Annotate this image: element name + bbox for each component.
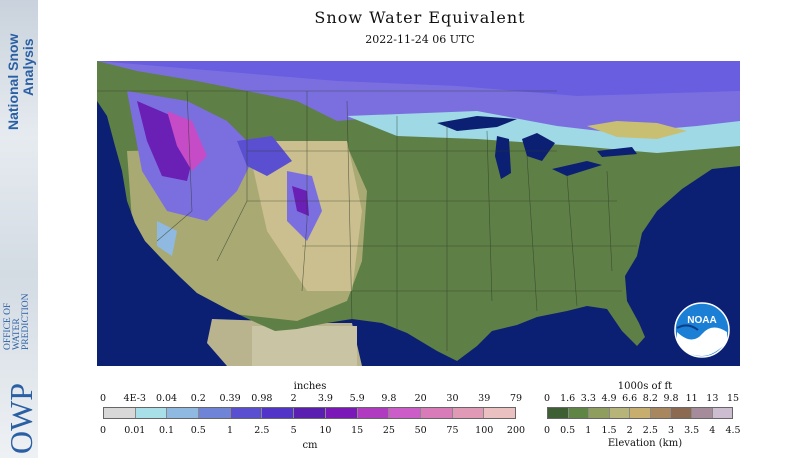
elev-ft-tick: 9.8: [663, 393, 679, 404]
swe-legend-swatch: [294, 408, 326, 418]
swe-legend-swatch: [389, 408, 421, 418]
elev-legend-bottom-unit: Elevation (km): [607, 438, 683, 449]
elev-legend-swatch: [548, 408, 569, 418]
swe-inch-tick: 0.2: [190, 393, 206, 404]
swe-legend-swatch: [230, 408, 263, 418]
swe-cm-tick: 200: [506, 425, 526, 436]
snow-map: [97, 61, 740, 366]
map-datetime: 2022-11-24 06 UTC: [365, 33, 475, 46]
elev-legend-swatch: [671, 408, 692, 418]
elev-legend-swatch: [650, 408, 672, 418]
elev-legend-swatch: [568, 408, 590, 418]
elev-color-bar: [547, 407, 733, 419]
swe-inch-tick: 39: [478, 393, 491, 404]
swe-cm-tick: 5: [290, 425, 297, 436]
swe-inch-tick: 0: [99, 393, 107, 404]
mexico-nodata-block: [252, 326, 357, 366]
elev-km-tick: 4.5: [725, 425, 741, 436]
swe-cm-tick: 0: [99, 425, 107, 436]
swe-inch-tick: 20: [414, 393, 427, 404]
swe-legend-swatch: [199, 408, 231, 418]
elev-legend-swatch: [589, 408, 610, 418]
elev-ft-tick: 6.6: [622, 393, 638, 404]
swe-legend-top-unit: inches: [293, 381, 327, 392]
org-name: National Snow Analysis: [2, 8, 36, 130]
swe-inch-tick: 2: [290, 393, 297, 404]
swe-inch-tick: 0.39: [219, 393, 241, 404]
swe-legend-swatch: [167, 408, 200, 418]
elev-km-tick: 1: [585, 425, 592, 436]
state-borders: [97, 90, 637, 351]
elev-km-tick: 3: [667, 425, 675, 436]
swe-cm-tick: 25: [382, 425, 395, 436]
elev-ft-tick: 11: [685, 393, 698, 404]
swe-cm-tick: 0.01: [124, 425, 146, 436]
swe-cm-tick: 0.1: [158, 425, 175, 436]
swe-inch-tick: 79: [509, 393, 523, 404]
elev-ft-tick: 15: [726, 393, 740, 404]
elev-ft-tick: 0: [543, 393, 551, 404]
swe-legend-swatch: [325, 408, 358, 418]
elev-legend-swatch: [630, 408, 651, 418]
elev-km-tick: 2: [626, 425, 633, 436]
swe-legend-swatch: [135, 408, 168, 418]
elev-legend-swatch: [712, 408, 733, 418]
elev-legend-swatch: [609, 408, 631, 418]
elev-km-tick: 0.5: [560, 425, 576, 436]
sidebar-banner: National Snow Analysis OWP OFFICE OF WAT…: [0, 0, 39, 458]
swe-color-bar: [103, 407, 516, 419]
swe-inch-tick: 0.98: [251, 393, 273, 404]
elev-legend-top-unit: 1000s of ft: [617, 381, 673, 392]
elev-km-tick: 4: [709, 425, 716, 436]
org-name-line1: National Snow: [5, 33, 21, 130]
elev-ft-tick: 8.2: [642, 393, 658, 404]
swe-cm-tick: 75: [446, 425, 459, 436]
org-name-line2: Analysis: [20, 38, 36, 96]
swe-inch-tick: 0.04: [155, 393, 178, 404]
elev-km-tick: 3.5: [684, 425, 700, 436]
elev-km-tick: 1.5: [601, 425, 617, 436]
swe-inch-tick: 9.8: [381, 393, 397, 404]
swe-cm-tick: 1: [227, 425, 234, 436]
map-title: Snow Water Equivalent: [314, 8, 526, 27]
elev-ft-tick: 4.9: [601, 393, 617, 404]
swe-legend-bottom-unit: cm: [302, 440, 318, 451]
swe-inch-tick: 4E-3: [123, 393, 146, 404]
swe-legend-swatch: [484, 408, 515, 418]
swe-cm-tick: 0.5: [190, 425, 206, 436]
noaa-logo: NOAA: [674, 302, 730, 358]
swe-legend-swatch: [104, 408, 136, 418]
swe-inch-tick: 30: [446, 393, 459, 404]
swe-cm-tick: 50: [414, 425, 427, 436]
swe-inch-tick: 5.9: [349, 393, 365, 404]
elev-legend-swatch: [691, 408, 713, 418]
swe-legend-swatch: [262, 408, 295, 418]
owp-office-line3: PREDICTION: [21, 293, 31, 350]
swe-cm-tick: 2.5: [254, 425, 270, 436]
elev-km-tick: 2.5: [642, 425, 658, 436]
elev-ft-tick: 3.3: [580, 393, 596, 404]
noaa-logo-text: NOAA: [687, 315, 716, 326]
swe-legend-swatch: [452, 408, 485, 418]
swe-legend-swatch: [357, 408, 390, 418]
great-lakes: [437, 116, 637, 179]
elev-ft-tick: 13: [706, 393, 719, 404]
elev-km-tick: 0: [543, 425, 551, 436]
swe-inch-tick: 3.9: [317, 393, 333, 404]
swe-cm-tick: 100: [475, 425, 494, 436]
elev-ft-tick: 1.6: [560, 393, 576, 404]
swe-cm-tick: 15: [351, 425, 364, 436]
swe-legend-swatch: [420, 408, 453, 418]
swe-cm-tick: 10: [319, 425, 332, 436]
owp-logo-mark: OWP: [3, 382, 39, 454]
